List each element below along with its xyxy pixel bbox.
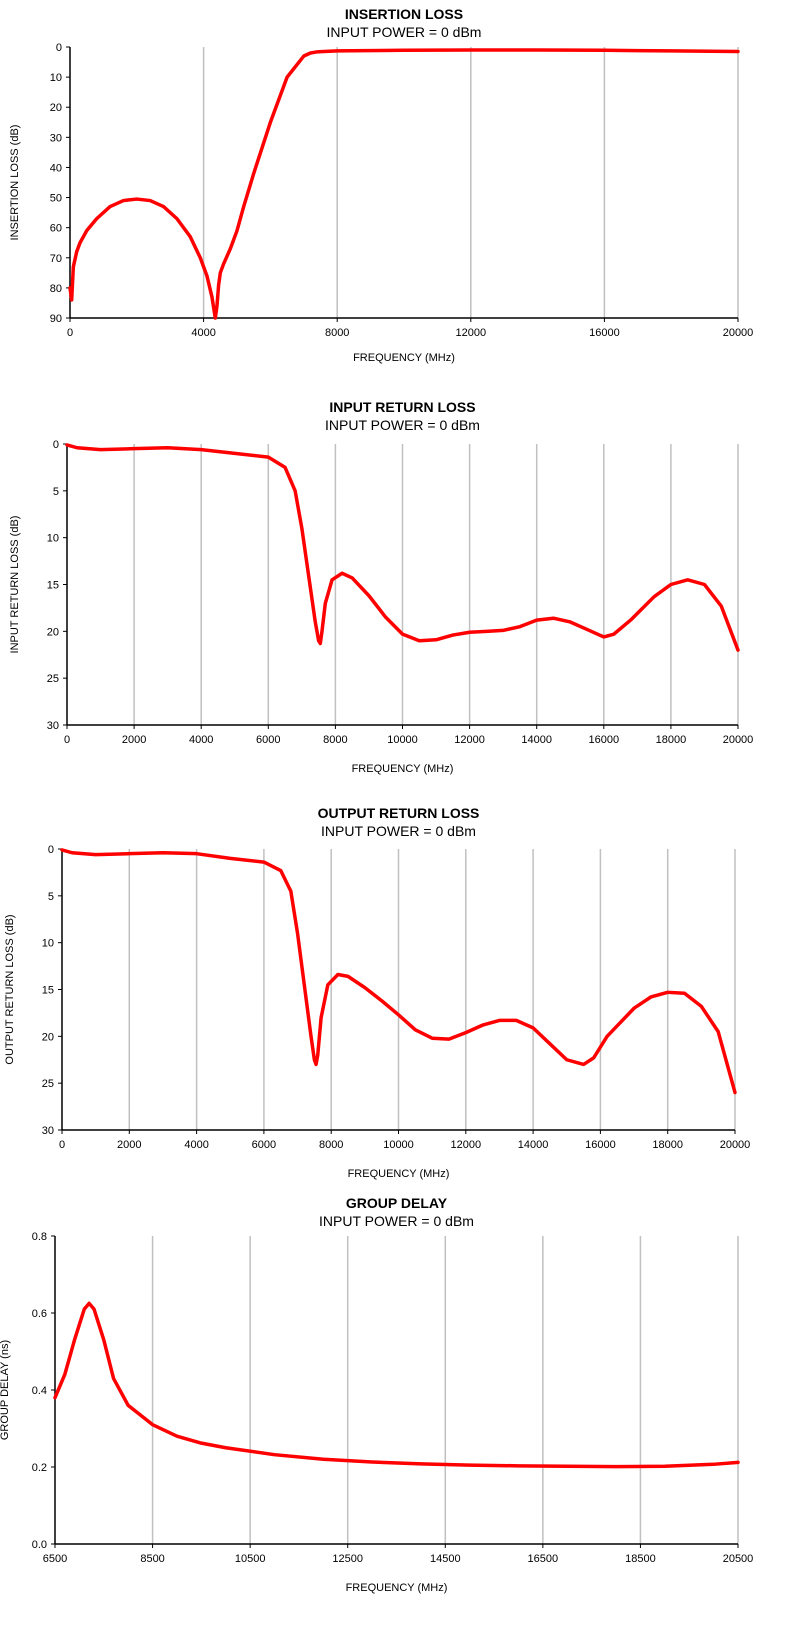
y-tick-label: 0 — [48, 844, 54, 856]
x-tick-label: 12500 — [332, 1553, 363, 1565]
y-tick-label: 20 — [50, 102, 62, 114]
y-tick-label: 30 — [50, 132, 62, 144]
y-tick-label: 0 — [56, 42, 62, 54]
x-tick-label: 10000 — [387, 734, 418, 746]
x-tick-label: 14500 — [430, 1553, 461, 1565]
y-tick-label: 10 — [42, 938, 54, 950]
y-tick-label: 0.2 — [32, 1462, 47, 1474]
y-tick-label: 0.4 — [32, 1385, 47, 1397]
chart-subtitle: INPUT POWER = 0 dBm — [325, 417, 480, 433]
y-tick-label: 0.6 — [32, 1308, 47, 1320]
x-tick-label: 20000 — [723, 734, 754, 746]
y-tick-label: 70 — [50, 253, 62, 265]
y-tick-label: 60 — [50, 223, 62, 235]
chart-1: 0 10 20 30 40 50 60 70 80 90 0 4000 8000 12000 16000 20… — [9, 6, 753, 364]
y-tick-label: 15 — [47, 580, 59, 592]
x-tick-label: 18500 — [625, 1553, 656, 1565]
chart-title: GROUP DELAY — [346, 1195, 448, 1211]
x-axis-label: FREQUENCY (MHz) — [348, 1168, 450, 1180]
x-tick-label: 0 — [64, 734, 70, 746]
x-tick-label: 6000 — [252, 1139, 276, 1151]
y-axis-label: INPUT RETURN LOSS (dB) — [9, 516, 21, 654]
y-tick-label: 10 — [50, 72, 62, 84]
y-tick-label: 5 — [48, 891, 54, 903]
x-tick-label: 10500 — [235, 1553, 266, 1565]
x-tick-label: 12000 — [456, 327, 487, 339]
chart-subtitle: INPUT POWER = 0 dBm — [327, 24, 482, 40]
y-tick-label: 20 — [42, 1031, 54, 1043]
y-axis-label: INSERTION LOSS (dB) — [9, 125, 21, 241]
chart-title: OUTPUT RETURN LOSS — [318, 805, 480, 821]
x-tick-label: 6000 — [256, 734, 280, 746]
y-tick-label: 0.0 — [32, 1539, 47, 1551]
y-tick-label: 80 — [50, 283, 62, 295]
x-tick-label: 8000 — [319, 1139, 343, 1151]
x-tick-label: 0 — [67, 327, 73, 339]
x-tick-label: 16000 — [589, 734, 620, 746]
x-tick-label: 4000 — [191, 327, 215, 339]
x-tick-label: 6500 — [43, 1553, 67, 1565]
x-tick-label: 12000 — [451, 1139, 482, 1151]
x-tick-label: 10000 — [383, 1139, 414, 1151]
x-tick-label: 14000 — [521, 734, 552, 746]
chart-2: 0 5 10 15 20 25 30 0 2000 4000 6000 8000 10000 12000 1… — [9, 399, 753, 775]
chart-subtitle: INPUT POWER = 0 dBm — [319, 1213, 474, 1229]
y-tick-label: 30 — [47, 720, 59, 732]
x-tick-label: 16000 — [589, 327, 620, 339]
chart-title: INPUT RETURN LOSS — [329, 399, 475, 415]
x-tick-label: 14000 — [518, 1139, 549, 1151]
chart-subtitle: INPUT POWER = 0 dBm — [321, 823, 476, 839]
series-line — [53, 1301, 740, 1469]
x-tick-label: 2000 — [117, 1139, 141, 1151]
y-axis-label: OUTPUT RETURN LOSS (dB) — [4, 914, 16, 1064]
x-tick-label: 20000 — [723, 327, 754, 339]
x-tick-label: 18000 — [656, 734, 687, 746]
x-tick-label: 4000 — [189, 734, 213, 746]
y-tick-label: 25 — [47, 673, 59, 685]
y-tick-label: 30 — [42, 1125, 54, 1137]
y-tick-label: 15 — [42, 985, 54, 997]
x-tick-label: 16000 — [585, 1139, 616, 1151]
x-tick-label: 8500 — [140, 1553, 164, 1565]
series-line — [68, 48, 740, 320]
x-axis-label: FREQUENCY (MHz) — [352, 763, 454, 775]
x-tick-label: 16500 — [528, 1553, 559, 1565]
y-axis-label: GROUP DELAY (ns) — [0, 1340, 11, 1440]
x-tick-label: 18000 — [652, 1139, 683, 1151]
x-tick-label: 20500 — [723, 1553, 754, 1565]
x-axis-label: FREQUENCY (MHz) — [353, 352, 455, 364]
series-line — [65, 443, 740, 652]
x-tick-label: 0 — [59, 1139, 65, 1151]
x-tick-label: 12000 — [454, 734, 485, 746]
chart-title: INSERTION LOSS — [345, 6, 463, 22]
y-tick-label: 25 — [42, 1078, 54, 1090]
x-tick-label: 8000 — [323, 734, 347, 746]
x-tick-label: 4000 — [184, 1139, 208, 1151]
y-tick-label: 0.8 — [32, 1231, 47, 1243]
x-tick-label: 8000 — [325, 327, 349, 339]
x-tick-label: 20000 — [720, 1139, 751, 1151]
x-axis-label: FREQUENCY (MHz) — [346, 1582, 448, 1594]
y-tick-label: 5 — [53, 486, 59, 498]
y-tick-label: 40 — [50, 162, 62, 174]
chart-4: 0.0 0.2 0.4 0.6 0.8 6500 8500 10500 12500 14500 16… — [0, 1195, 753, 1594]
x-tick-label: 2000 — [122, 734, 146, 746]
series-line — [60, 848, 737, 1095]
y-tick-label: 50 — [50, 193, 62, 205]
y-tick-label: 0 — [53, 439, 59, 451]
y-tick-label: 20 — [47, 626, 59, 638]
y-tick-label: 90 — [50, 313, 62, 325]
y-tick-label: 10 — [47, 533, 59, 545]
chart-3: 0 5 10 15 20 25 30 0 2000 4000 6000 8000 10000 12000 1… — [4, 805, 750, 1180]
